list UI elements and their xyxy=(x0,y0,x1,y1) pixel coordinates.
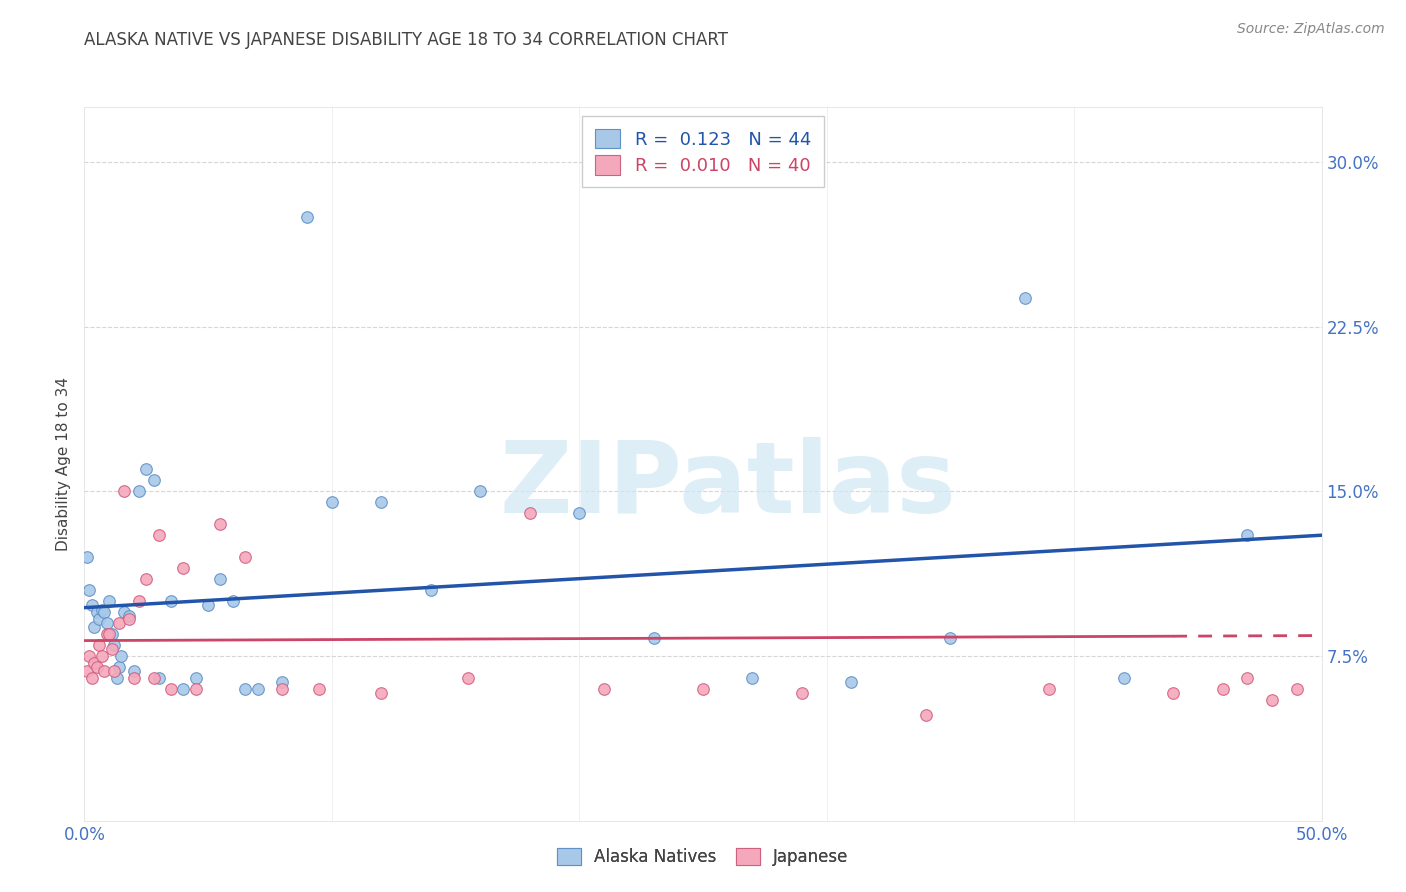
Point xyxy=(1236,528,1258,542)
Point xyxy=(93,665,115,679)
Point xyxy=(86,605,108,619)
Point xyxy=(295,210,318,224)
Point xyxy=(105,671,128,685)
Point xyxy=(76,665,98,679)
Point xyxy=(110,648,132,663)
Text: ZIPatlas: ZIPatlas xyxy=(499,437,956,533)
Point xyxy=(108,615,131,630)
Point xyxy=(246,681,269,696)
Point xyxy=(457,671,479,685)
Point xyxy=(197,599,219,613)
Point xyxy=(122,671,145,685)
Point xyxy=(96,615,118,630)
Point xyxy=(370,686,392,700)
Point xyxy=(184,671,207,685)
Point xyxy=(172,561,194,575)
Point xyxy=(128,484,150,499)
Point xyxy=(209,572,232,586)
Point xyxy=(93,605,115,619)
Point xyxy=(83,620,105,634)
Y-axis label: Disability Age 18 to 34: Disability Age 18 to 34 xyxy=(56,376,72,551)
Point xyxy=(103,638,125,652)
Point xyxy=(321,495,343,509)
Point xyxy=(96,627,118,641)
Point xyxy=(209,517,232,532)
Point xyxy=(271,681,294,696)
Point xyxy=(112,484,135,499)
Point xyxy=(1112,671,1135,685)
Point xyxy=(914,708,936,723)
Point xyxy=(80,671,103,685)
Point xyxy=(1285,681,1308,696)
Point xyxy=(233,550,256,565)
Point xyxy=(1161,686,1184,700)
Point xyxy=(160,681,183,696)
Point xyxy=(519,506,541,520)
Point xyxy=(939,632,962,646)
Point xyxy=(89,612,111,626)
Text: Source: ZipAtlas.com: Source: ZipAtlas.com xyxy=(1237,22,1385,37)
Point xyxy=(79,648,101,663)
Point xyxy=(103,665,125,679)
Point xyxy=(419,583,441,598)
Point xyxy=(593,681,616,696)
Point xyxy=(122,665,145,679)
Point xyxy=(271,675,294,690)
Point xyxy=(741,671,763,685)
Point xyxy=(83,656,105,670)
Point xyxy=(184,681,207,696)
Point xyxy=(100,642,122,657)
Point xyxy=(1038,681,1060,696)
Point xyxy=(1014,291,1036,305)
Point xyxy=(148,528,170,542)
Point xyxy=(233,681,256,696)
Point xyxy=(692,681,714,696)
Point xyxy=(135,462,157,476)
Legend: Alaska Natives, Japanese: Alaska Natives, Japanese xyxy=(551,841,855,873)
Point xyxy=(98,594,121,608)
Point xyxy=(89,638,111,652)
Point xyxy=(841,675,863,690)
Point xyxy=(1236,671,1258,685)
Point xyxy=(790,686,813,700)
Point xyxy=(108,660,131,674)
Point xyxy=(79,583,101,598)
Point xyxy=(370,495,392,509)
Point xyxy=(148,671,170,685)
Point xyxy=(118,612,141,626)
Point xyxy=(76,550,98,565)
Point xyxy=(128,594,150,608)
Point xyxy=(142,473,165,487)
Point xyxy=(1212,681,1234,696)
Point xyxy=(308,681,330,696)
Point xyxy=(470,484,492,499)
Point xyxy=(100,627,122,641)
Point xyxy=(142,671,165,685)
Point xyxy=(90,648,112,663)
Point xyxy=(80,599,103,613)
Point xyxy=(86,660,108,674)
Point xyxy=(98,627,121,641)
Point xyxy=(643,632,665,646)
Point xyxy=(568,506,591,520)
Point xyxy=(1261,693,1284,707)
Point xyxy=(172,681,194,696)
Point xyxy=(135,572,157,586)
Point xyxy=(160,594,183,608)
Point xyxy=(112,605,135,619)
Text: ALASKA NATIVE VS JAPANESE DISABILITY AGE 18 TO 34 CORRELATION CHART: ALASKA NATIVE VS JAPANESE DISABILITY AGE… xyxy=(84,31,728,49)
Point xyxy=(118,609,141,624)
Point xyxy=(90,603,112,617)
Point xyxy=(222,594,245,608)
